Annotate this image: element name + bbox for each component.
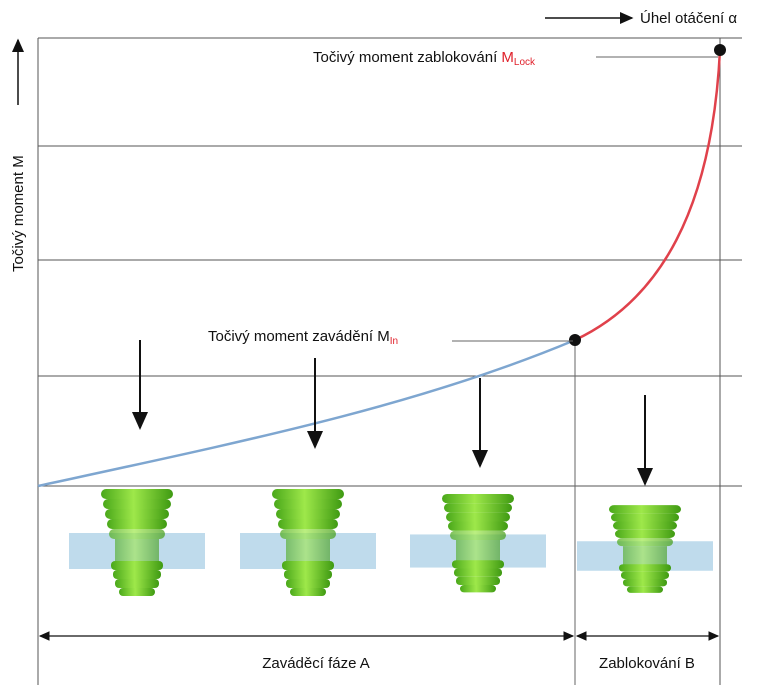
screw bbox=[577, 505, 713, 593]
phase-b-label: Zablokování B bbox=[599, 655, 695, 672]
diagram: Úhel otáčení α Točivý moment M Točivý mo… bbox=[0, 0, 764, 685]
screw bbox=[410, 494, 546, 592]
locking-curve bbox=[575, 50, 720, 340]
screw bbox=[69, 489, 205, 596]
label-subscript: Lock bbox=[514, 57, 536, 68]
x-axis-label: Úhel otáčení α bbox=[640, 10, 737, 27]
lock-label: Točivý moment zablokování MLock bbox=[313, 49, 536, 68]
label-symbol: M bbox=[501, 49, 514, 66]
label-text: Točivý moment zablokování bbox=[313, 49, 498, 66]
screw bbox=[240, 489, 376, 596]
phase-a-label: Zaváděcí fáze A bbox=[262, 655, 370, 672]
label-text: Točivý moment zavádění bbox=[208, 328, 374, 345]
point bbox=[714, 44, 726, 56]
insertion-curve bbox=[38, 340, 575, 486]
y-axis-label: Točivý moment M bbox=[10, 155, 27, 272]
point bbox=[569, 334, 581, 346]
label-symbol: M bbox=[377, 328, 390, 345]
insert-label: Točivý moment zavádění MIn bbox=[208, 328, 398, 347]
label-subscript: In bbox=[390, 336, 398, 347]
